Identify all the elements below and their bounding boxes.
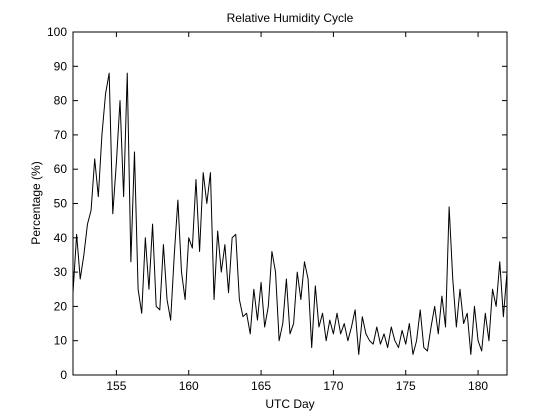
y-tick-label: 80 [54,94,68,108]
y-tick-label: 30 [54,265,68,279]
y-tick-label: 10 [54,334,68,348]
x-tick-label: 175 [396,379,416,393]
y-tick-label: 0 [60,368,67,382]
y-tick-label: 70 [54,128,68,142]
x-axis-label: UTC Day [265,397,314,411]
data-line [72,72,508,355]
x-tick-label: 155 [106,379,126,393]
y-tick-label: 100 [47,25,67,39]
x-tick-label: 170 [323,379,343,393]
x-tick-label: 180 [468,379,488,393]
x-tick-label: 165 [251,379,271,393]
chart-title: Relative Humidity Cycle [227,11,354,25]
y-tick-label: 60 [54,162,68,176]
y-tick-label: 50 [54,197,68,211]
x-tick-label: 160 [179,379,199,393]
y-tick-label: 20 [54,299,68,313]
y-tick-label: 40 [54,231,68,245]
y-axis-label: Percentage (%) [29,161,43,244]
y-tick-label: 90 [54,59,68,73]
